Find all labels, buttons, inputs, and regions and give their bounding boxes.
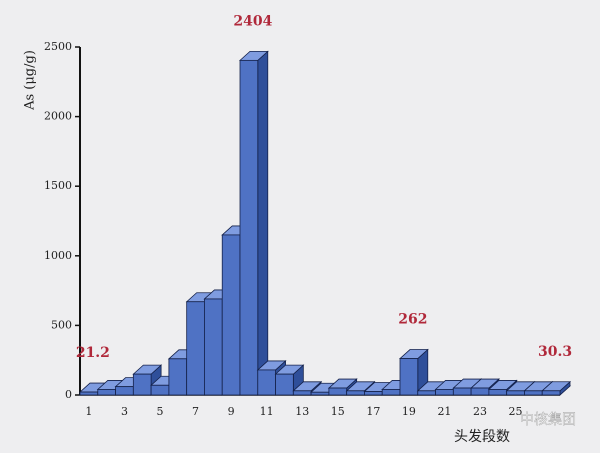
y-tick-label: 500 <box>51 318 72 331</box>
x-tick-label: 23 <box>473 405 487 418</box>
bar <box>239 59 259 396</box>
value-label: 2404 <box>233 13 272 29</box>
bar <box>79 391 99 396</box>
bar <box>97 389 116 396</box>
x-tick-label: 9 <box>228 405 235 418</box>
bar <box>541 390 561 396</box>
bar <box>452 387 472 396</box>
y-tick-label: 2000 <box>44 110 72 123</box>
x-tick-label: 5 <box>157 405 164 418</box>
watermark: 中核集团 <box>520 411 576 428</box>
x-tick-label: 7 <box>192 405 199 418</box>
bar <box>524 390 543 396</box>
bar <box>204 298 223 396</box>
value-label: 262 <box>398 312 427 328</box>
x-tick-label: 19 <box>402 405 416 418</box>
bar <box>488 389 508 396</box>
x-tick-label: 17 <box>366 405 380 418</box>
bar <box>292 390 312 396</box>
y-tick-label: 2500 <box>44 40 72 53</box>
bar <box>115 386 134 396</box>
bar <box>435 389 454 396</box>
x-tick-label: 25 <box>509 405 523 418</box>
bar <box>186 301 205 396</box>
x-axis-label: 头发段数 <box>454 429 510 445</box>
bar <box>221 234 241 396</box>
value-label: 21.2 <box>76 345 110 361</box>
value-label: 30.3 <box>538 344 572 360</box>
bar <box>275 373 294 396</box>
bar <box>399 358 419 396</box>
bar <box>381 389 401 396</box>
bar <box>168 358 188 396</box>
bar <box>310 391 330 396</box>
bar-side <box>257 50 269 396</box>
y-tick-label: 1000 <box>44 249 72 262</box>
bar <box>364 391 383 396</box>
bar <box>132 373 152 396</box>
x-tick-label: 1 <box>85 405 92 418</box>
bar <box>150 384 170 396</box>
y-axis-label: As (μg/g) <box>23 50 38 111</box>
y-tick-label: 1500 <box>44 179 72 192</box>
x-tick-label: 11 <box>260 405 274 418</box>
y-tick-label: 0 <box>65 388 72 401</box>
bar <box>417 390 436 396</box>
bar <box>470 387 490 396</box>
x-tick-label: 21 <box>437 405 451 418</box>
bar <box>257 369 276 396</box>
bar <box>346 390 365 396</box>
x-tick-label: 15 <box>331 405 345 418</box>
x-tick-label: 13 <box>295 405 309 418</box>
bar <box>328 387 348 396</box>
x-tick-label: 3 <box>121 405 128 418</box>
bar <box>506 390 525 396</box>
